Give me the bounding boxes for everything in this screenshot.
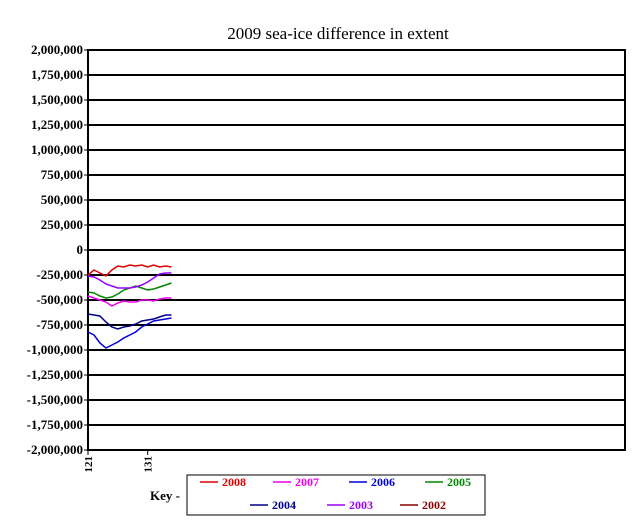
y-tick-label: 250,000 [41,217,83,232]
x-tick-label: 121 [83,456,95,473]
y-tick-label: -750,000 [36,317,83,332]
series-line-2004 [87,313,172,330]
y-tick-label: -1,250,000 [27,367,83,382]
y-tick-label: -1,500,000 [27,392,83,407]
grid-lines [88,49,625,451]
y-tick-label: 0 [77,242,84,257]
y-tick-label: 1,250,000 [31,117,83,132]
plot-area-frame [87,49,626,451]
y-tick-label: 750,000 [41,167,83,182]
legend-label-2003: 2003 [349,498,373,512]
y-tick-label: -1,750,000 [27,417,83,432]
legend-label-2005: 2005 [447,475,471,489]
series-line-2003 [87,272,172,289]
series-line-2005 [87,282,172,299]
y-tick-label: -500,000 [36,292,83,307]
series-line-2008 [87,264,172,277]
series-lines [87,264,172,349]
y-tick-label: 1,000,000 [31,142,83,157]
y-tick-label: 2,000,000 [31,42,83,57]
x-axis-ticks: 121 131 [83,450,155,473]
y-tick-label: -2,000,000 [27,442,83,457]
legend-label-2004: 2004 [272,498,296,512]
y-tick-label: 1,750,000 [31,67,83,82]
y-tick-label: 500,000 [41,192,83,207]
series-line-2007 [87,295,172,307]
legend: 2008 2007 2006 2005 2004 2003 2002 [200,475,471,512]
legend-label-2002: 2002 [422,498,446,512]
series-line-2006 [87,317,172,349]
legend-label-2006: 2006 [371,475,395,489]
legend-label-2008: 2008 [222,475,246,489]
y-tick-label: -250,000 [36,267,83,282]
y-tick-label: 1,500,000 [31,92,83,107]
chart-title: 2009 sea-ice difference in extent [227,24,449,43]
y-axis-ticks: 2,000,000 1,750,000 1,500,000 1,250,000 1,00… [27,42,88,457]
x-tick-label: 131 [143,456,155,473]
legend-label-2007: 2007 [295,475,319,489]
legend-key-label: Key - [150,488,180,503]
y-tick-label: -1,000,000 [27,342,83,357]
